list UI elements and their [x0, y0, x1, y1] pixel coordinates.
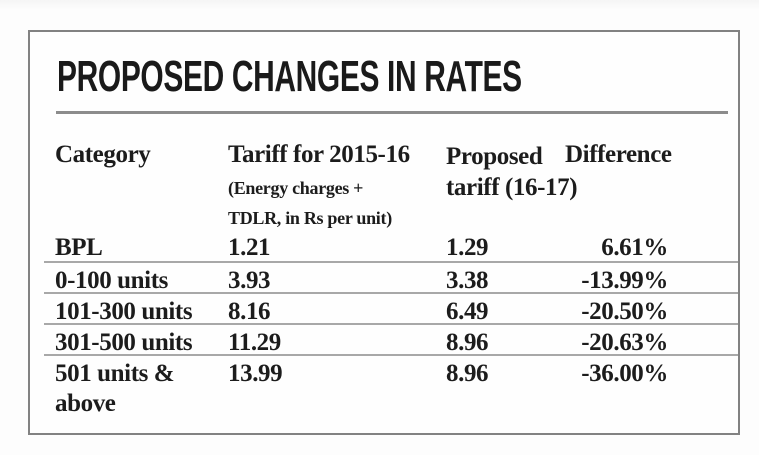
- proposed-header-line1: Proposed: [446, 143, 543, 170]
- proposed-tariff-cell: 6.49: [446, 298, 489, 325]
- tariff-2015-16-cell: 11.29: [228, 329, 281, 356]
- table-body: BPL 1.21 1.29 6.61% 0-100 units 3.93 3.3…: [44, 230, 738, 439]
- proposed-tariff-cell: 1.29: [446, 234, 489, 261]
- table-row: 101-300 units 8.16 6.49 -20.50%: [44, 292, 738, 325]
- difference-cell: -20.50%: [581, 298, 668, 325]
- difference-cell: 6.61%: [601, 234, 668, 261]
- table-row: BPL 1.21 1.29 6.61%: [44, 230, 738, 261]
- tariff-2015-16-cell: 1.21: [228, 234, 271, 261]
- tariff-2015-16-cell: 8.16: [228, 298, 271, 325]
- category-cell: 301-500 units: [55, 329, 193, 356]
- proposed-tariff-cell: 3.38: [446, 267, 489, 294]
- rates-panel: PROPOSED CHANGES IN RATES Category Tarif…: [28, 30, 740, 435]
- tariff-subnote-line2: TDLR, in Rs per unit): [228, 208, 392, 228]
- category-cell: 501 units & above: [55, 360, 175, 417]
- proposed-tariff-cell: 8.96: [446, 360, 489, 387]
- tariff-2015-16-cell: 3.93: [228, 267, 271, 294]
- difference-cell: -20.63%: [581, 329, 668, 356]
- panel-title: PROPOSED CHANGES IN RATES: [57, 52, 522, 101]
- category-cell: BPL: [55, 234, 103, 261]
- proposed-header-line2: tariff (16-17): [446, 174, 578, 201]
- column-header-tariff: Tariff for 2015-16: [228, 141, 410, 168]
- tariff-2015-16-cell: 13.99: [228, 360, 283, 387]
- proposed-tariff-cell: 8.96: [446, 329, 489, 356]
- column-header-category: Category: [55, 141, 151, 168]
- difference-cell: -36.00%: [581, 360, 668, 387]
- table-row: 301-500 units 11.29 8.96 -20.63%: [44, 323, 738, 356]
- table-row: 501 units & above 13.99 8.96 -36.00%: [44, 354, 738, 439]
- title-rule: [56, 111, 728, 114]
- tariff-subnote-line1: (Energy charges +: [228, 178, 364, 198]
- difference-cell: -13.99%: [581, 267, 668, 294]
- category-cell: 101-300 units: [55, 298, 193, 325]
- category-cell: 0-100 units: [55, 267, 168, 294]
- column-header-difference: Difference: [565, 141, 672, 168]
- column-header-proposed-tariff: Proposed tariff (16-17): [446, 141, 578, 203]
- table-row: 0-100 units 3.93 3.38 -13.99%: [44, 261, 738, 294]
